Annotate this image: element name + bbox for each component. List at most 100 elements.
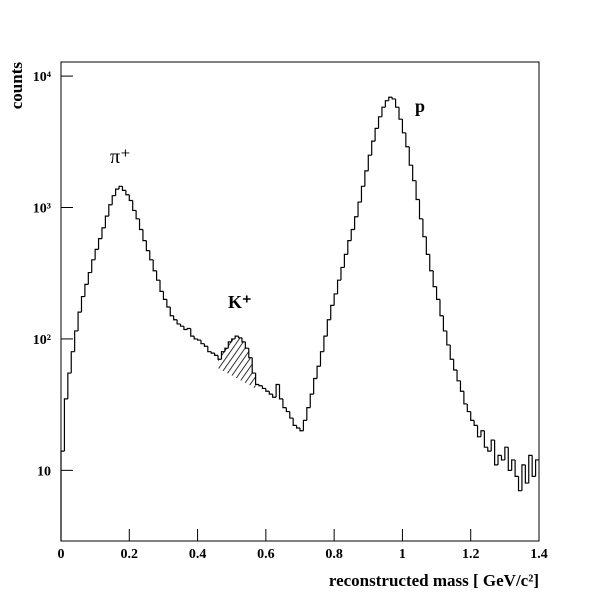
histogram-bin bbox=[193, 336, 198, 340]
histogram-bin bbox=[435, 286, 440, 300]
histogram-bin bbox=[480, 430, 485, 437]
histogram-bin bbox=[391, 97, 396, 100]
histogram-bin bbox=[432, 270, 437, 288]
histogram-bin bbox=[91, 259, 96, 273]
histogram-bin bbox=[183, 326, 188, 331]
histogram-bin bbox=[395, 98, 400, 108]
histogram-bin bbox=[313, 377, 318, 395]
histogram-bin bbox=[138, 218, 143, 231]
histogram-bin bbox=[285, 407, 290, 413]
annotation: π⁺ bbox=[110, 146, 131, 168]
histogram-bin bbox=[511, 459, 516, 471]
histogram-bin bbox=[173, 315, 178, 321]
histogram-bin bbox=[330, 304, 335, 320]
histogram-bin bbox=[360, 185, 365, 203]
histogram-bin bbox=[272, 394, 277, 398]
histogram-bin bbox=[514, 459, 519, 477]
histogram-bin bbox=[84, 283, 89, 297]
histogram-bin bbox=[156, 270, 161, 281]
histogram-bin bbox=[152, 259, 157, 272]
histogram-bin bbox=[500, 455, 505, 461]
histogram-bin bbox=[466, 403, 471, 413]
histogram-bin bbox=[132, 200, 137, 212]
histogram-bin bbox=[186, 327, 191, 330]
histogram-bin bbox=[384, 100, 389, 108]
histogram-bin bbox=[190, 328, 195, 337]
frame bbox=[60, 61, 540, 542]
x-tick-label: 0 bbox=[58, 547, 65, 562]
histogram-bin bbox=[371, 140, 376, 156]
histogram-bin bbox=[319, 351, 324, 367]
histogram-bin bbox=[412, 165, 417, 182]
histogram-bin bbox=[388, 96, 393, 101]
histogram-bin bbox=[401, 119, 406, 134]
histogram-bin bbox=[422, 218, 427, 238]
histogram-bin bbox=[364, 170, 369, 187]
histogram-bin bbox=[340, 266, 345, 281]
histogram-bin bbox=[97, 237, 102, 250]
histogram-bin bbox=[463, 391, 468, 405]
histogram-bin bbox=[275, 383, 280, 398]
histogram-bin bbox=[292, 418, 297, 426]
histogram-bin bbox=[101, 227, 106, 239]
histogram-bin bbox=[453, 359, 458, 371]
histogram-bin bbox=[534, 459, 539, 477]
histogram-bin bbox=[145, 240, 150, 252]
histogram-bin bbox=[234, 335, 239, 339]
histogram-bin bbox=[470, 411, 475, 421]
histogram-bin bbox=[521, 464, 526, 491]
histogram-bin bbox=[494, 440, 499, 466]
histogram-bin bbox=[408, 146, 413, 166]
histogram-bin bbox=[142, 229, 147, 242]
histogram-bin bbox=[159, 280, 164, 292]
histogram-bin bbox=[367, 154, 372, 171]
histogram-bin bbox=[94, 248, 99, 260]
histogram-bin bbox=[169, 306, 174, 317]
histogram-bin bbox=[442, 315, 447, 332]
histogram-bin bbox=[251, 357, 256, 374]
histogram-bin bbox=[255, 373, 260, 386]
histogram-bin bbox=[179, 323, 184, 327]
histogram-bin bbox=[115, 188, 120, 196]
histogram-bin bbox=[162, 291, 167, 300]
histogram-bin bbox=[166, 299, 171, 308]
histogram-bin bbox=[108, 204, 113, 217]
x-tick-label: 0.6 bbox=[257, 547, 275, 562]
histogram-bin bbox=[295, 425, 300, 429]
x-tick-label: 1.2 bbox=[462, 547, 480, 562]
histogram-bin bbox=[299, 428, 304, 432]
hatched-region bbox=[218, 336, 256, 389]
x-tick-label: 0.8 bbox=[325, 547, 343, 562]
histogram-bin bbox=[333, 293, 338, 306]
annotation: K⁺ bbox=[228, 292, 252, 312]
y-tick-label: 10 bbox=[37, 464, 51, 479]
histogram-bin bbox=[210, 351, 215, 354]
histogram-bin bbox=[524, 464, 529, 484]
histogram-bin bbox=[459, 380, 464, 392]
histogram-bin bbox=[261, 385, 266, 390]
histogram-bin bbox=[415, 180, 420, 201]
histogram-bin bbox=[87, 271, 92, 285]
histogram-bin bbox=[258, 384, 263, 387]
histogram-bin bbox=[350, 228, 355, 241]
histogram-bin bbox=[289, 411, 294, 419]
histogram-bin bbox=[405, 132, 410, 148]
histogram-bin bbox=[381, 106, 386, 117]
histogram-bin bbox=[244, 341, 249, 349]
histogram-bin bbox=[439, 299, 444, 317]
histogram-bin bbox=[302, 419, 307, 431]
histogram-bin bbox=[487, 447, 492, 452]
histogram-bin bbox=[248, 348, 253, 359]
histogram-bin bbox=[200, 340, 205, 345]
x-axis-label: reconstructed mass [ GeV/c²] bbox=[329, 571, 539, 590]
histogram-bin bbox=[326, 319, 331, 337]
histogram-bin bbox=[207, 346, 212, 353]
annotation: p bbox=[415, 96, 425, 116]
histogram-bin bbox=[425, 236, 430, 255]
histogram-bin bbox=[374, 127, 379, 142]
histogram-bin bbox=[231, 338, 236, 342]
histogram-bin bbox=[490, 439, 495, 452]
histogram-bin bbox=[456, 370, 461, 382]
histogram-bin bbox=[237, 336, 242, 339]
histogram-bin bbox=[398, 107, 403, 120]
